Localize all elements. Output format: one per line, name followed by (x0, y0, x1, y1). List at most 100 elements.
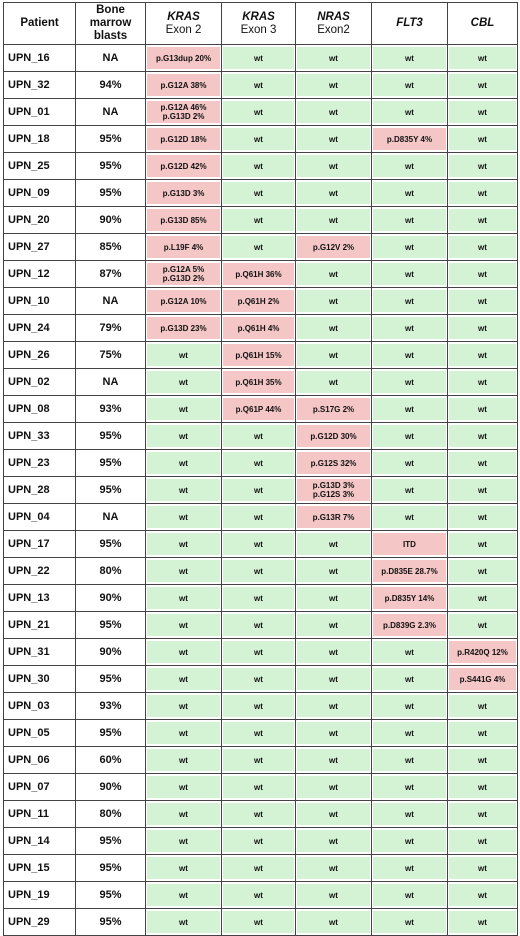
mutation-cell: p.R420Q 12% (447, 638, 518, 666)
wild-type-cell: wt (371, 314, 448, 342)
wild-type-cell: wt (447, 44, 518, 72)
wild-type-cell: wt (447, 530, 518, 558)
wild-type-cell: wt (447, 854, 518, 882)
wild-type-cell: wt (447, 260, 518, 288)
patient-id-cell: UPN_13 (3, 584, 76, 612)
mutation-label: wt (405, 404, 414, 414)
patient-id-cell: UPN_06 (3, 746, 76, 774)
mutation-label: wt (254, 53, 263, 63)
mutation-label: wt (254, 863, 263, 873)
wild-type-cell: wt (145, 719, 222, 747)
blasts-cell: NA (75, 368, 146, 396)
nras2-cell-fill: wt (297, 560, 370, 582)
flt3-cell-fill: wt (373, 155, 446, 177)
wild-type-cell: wt (447, 179, 518, 207)
flt3-cell-fill: wt (373, 182, 446, 204)
mutation-cell: p.Q61H 35% (221, 368, 296, 396)
kras2-cell-fill: wt (147, 371, 220, 393)
kras2-cell-fill: p.G12A 10% (147, 290, 220, 312)
kras2-cell-fill: p.G12A 5% p.G13D 2% (147, 263, 220, 285)
flt3-cell-fill: wt (373, 236, 446, 258)
flt3-cell-fill: ITD (373, 533, 446, 555)
patient-id-cell: UPN_10 (3, 287, 76, 315)
wild-type-cell: wt (447, 773, 518, 801)
cbl-cell-fill: wt (449, 776, 516, 798)
mutation-label: wt (329, 269, 338, 279)
blasts-cell: 95% (75, 422, 146, 450)
mutation-label: wt (254, 782, 263, 792)
wild-type-cell: wt (145, 422, 222, 450)
nras2-cell-fill: wt (297, 803, 370, 825)
mutation-cell: p.G12S 32% (295, 449, 372, 477)
table-row: UPN_03 93% wt wt wt wt wt (3, 692, 518, 720)
flt3-cell-fill: wt (373, 317, 446, 339)
blasts-cell: 95% (75, 125, 146, 153)
mutation-cell: p.G12A 5% p.G13D 2% (145, 260, 222, 288)
kras2-cell-fill: p.G13D 23% (147, 317, 220, 339)
table-row: UPN_05 95% wt wt wt wt wt (3, 719, 518, 747)
cbl-cell-fill: wt (449, 155, 516, 177)
wild-type-cell: wt (295, 179, 372, 207)
mutation-label: wt (179, 755, 188, 765)
mutation-cell: p.Q61H 15% (221, 341, 296, 369)
flt3-cell-fill: wt (373, 776, 446, 798)
mutation-label: wt (405, 917, 414, 927)
kras3-cell-fill: wt (223, 209, 294, 231)
mutation-label: p.Q61H 35% (235, 377, 282, 387)
mutation-label: wt (405, 215, 414, 225)
mutation-label: p.G13D 2% (162, 274, 205, 283)
wild-type-cell: wt (371, 206, 448, 234)
mutation-label: wt (405, 431, 414, 441)
wild-type-cell: wt (447, 908, 518, 936)
mutation-label: wt (329, 890, 338, 900)
mutation-label: wt (478, 242, 487, 252)
kras3-cell-fill: p.Q61H 2% (223, 290, 294, 312)
mutation-label: wt (478, 53, 487, 63)
kras2-cell-fill: wt (147, 668, 220, 690)
mutation-label: wt (329, 377, 338, 387)
kras3-cell-fill: wt (223, 668, 294, 690)
kras2-cell-fill: p.G12A 46% p.G13D 2% (147, 101, 220, 123)
mutation-label: wt (329, 323, 338, 333)
mutation-cell: p.D835Y 14% (371, 584, 448, 612)
patient-id-cell: UPN_16 (3, 44, 76, 72)
wild-type-cell: wt (447, 125, 518, 153)
mutation-label: wt (405, 458, 414, 468)
blasts-cell: NA (75, 98, 146, 126)
mutation-label: wt (478, 269, 487, 279)
wild-type-cell: wt (447, 503, 518, 531)
mutation-label: p.Q61H 15% (235, 350, 282, 360)
mutation-label: wt (405, 485, 414, 495)
cbl-cell-fill: wt (449, 884, 516, 906)
mutation-label: p.Q61H 36% (235, 269, 282, 279)
mutation-label: wt (405, 296, 414, 306)
flt3-cell-fill: wt (373, 47, 446, 69)
flt3-cell-fill: wt (373, 722, 446, 744)
kras2-cell-fill: wt (147, 830, 220, 852)
wild-type-cell: wt (371, 422, 448, 450)
wild-type-cell: wt (371, 908, 448, 936)
mutation-cell: p.Q61H 2% (221, 287, 296, 315)
table-row: UPN_06 60% wt wt wt wt wt (3, 746, 518, 774)
mutation-label: wt (478, 215, 487, 225)
kras3-cell-fill: wt (223, 857, 294, 879)
nras2-cell-fill: wt (297, 722, 370, 744)
header-flt3: FLT3 (371, 2, 448, 45)
wild-type-cell: wt (295, 773, 372, 801)
mutation-label: wt (329, 539, 338, 549)
wild-type-cell: wt (145, 503, 222, 531)
wild-type-cell: wt (221, 773, 296, 801)
flt3-cell-fill: wt (373, 425, 446, 447)
nras2-cell-fill: wt (297, 155, 370, 177)
mutation-label: wt (478, 755, 487, 765)
kras3-cell-fill: p.Q61H 36% (223, 263, 294, 285)
blasts-cell: 95% (75, 854, 146, 882)
mutation-label: wt (478, 431, 487, 441)
mutation-label: wt (254, 728, 263, 738)
mutation-label: wt (405, 782, 414, 792)
mutation-label: wt (405, 512, 414, 522)
mutation-label: wt (329, 701, 338, 711)
blasts-cell: 93% (75, 692, 146, 720)
mutation-label: p.G12A 5% (162, 265, 205, 274)
mutation-label: p.S441G 4% (459, 674, 506, 684)
